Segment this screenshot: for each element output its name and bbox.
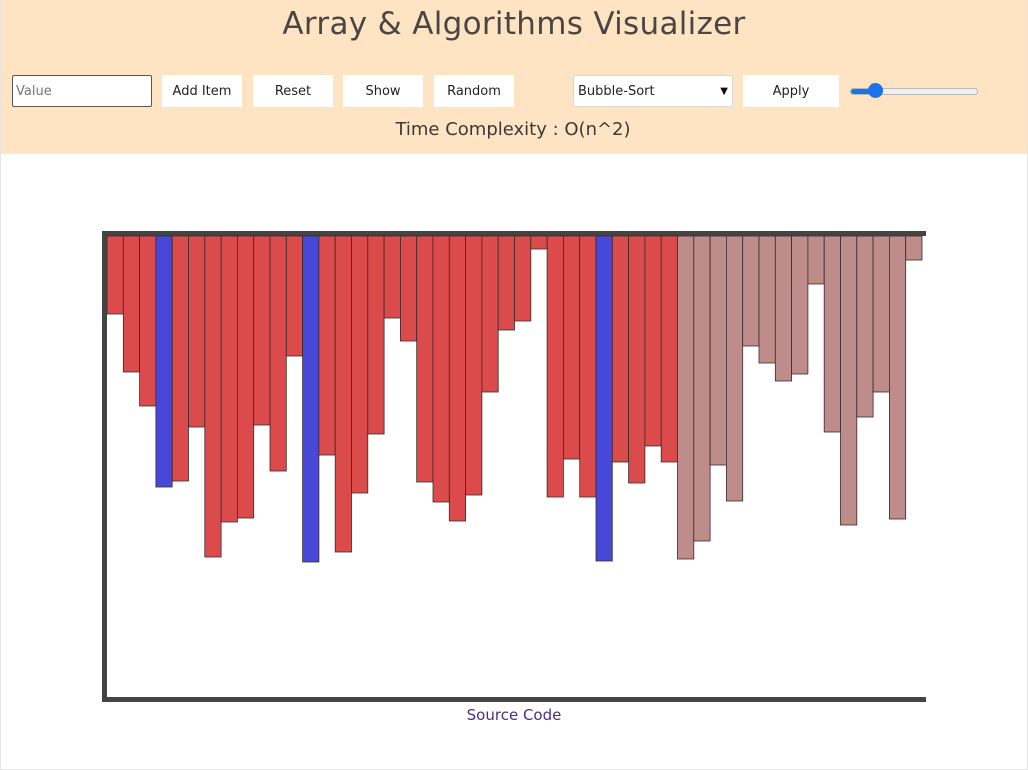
array-bar bbox=[579, 235, 597, 498]
array-bar bbox=[514, 235, 532, 322]
array-bar bbox=[269, 235, 287, 472]
source-code-link[interactable]: Source Code bbox=[466, 706, 562, 724]
array-bar bbox=[367, 235, 385, 435]
array-bar bbox=[139, 235, 157, 407]
reset-button[interactable]: Reset bbox=[253, 75, 333, 107]
array-bar bbox=[465, 235, 483, 496]
time-complexity-label: Time Complexity : O(n^2) bbox=[395, 119, 631, 140]
array-bar bbox=[905, 235, 923, 261]
array-bar bbox=[726, 235, 744, 502]
array-bar bbox=[285, 235, 304, 357]
array-bar bbox=[432, 235, 450, 503]
array-bar bbox=[302, 235, 320, 563]
array-bar bbox=[220, 235, 238, 523]
array-visualization bbox=[102, 231, 926, 702]
array-bar bbox=[351, 235, 369, 494]
array-bar bbox=[758, 235, 776, 364]
array-bar bbox=[595, 235, 613, 562]
array-bar bbox=[856, 235, 874, 418]
array-bar bbox=[611, 235, 629, 463]
array-bar bbox=[677, 235, 695, 560]
value-input[interactable] bbox=[12, 75, 152, 107]
axis-left bbox=[102, 231, 107, 702]
array-bar bbox=[774, 235, 792, 382]
array-bar bbox=[416, 235, 434, 483]
array-bar bbox=[530, 235, 548, 250]
array-bar bbox=[660, 235, 678, 463]
algorithm-select[interactable]: Bubble-Sort ▼ bbox=[573, 75, 733, 107]
array-bar bbox=[399, 235, 418, 342]
array-bar bbox=[823, 235, 841, 433]
array-bar bbox=[383, 235, 401, 319]
page-title: Array & Algorithms Visualizer bbox=[282, 6, 746, 42]
chevron-down-icon: ▼ bbox=[720, 85, 728, 97]
add-item-button[interactable]: Add Item bbox=[162, 75, 242, 107]
array-bar bbox=[562, 235, 581, 460]
speed-slider-thumb[interactable] bbox=[868, 83, 883, 98]
array-bar bbox=[122, 235, 140, 373]
array-bar bbox=[644, 235, 662, 447]
array-bar bbox=[204, 235, 222, 558]
array-bar bbox=[693, 235, 711, 542]
array-bar bbox=[253, 235, 271, 426]
array-bar bbox=[628, 235, 646, 484]
array-bar bbox=[889, 235, 907, 520]
array-bar bbox=[481, 235, 499, 393]
algorithm-select-value: Bubble-Sort bbox=[578, 83, 655, 99]
array-bar bbox=[236, 235, 255, 519]
speed-slider-track[interactable] bbox=[850, 88, 978, 95]
array-bar bbox=[188, 235, 206, 428]
array-bar bbox=[840, 235, 858, 526]
bars-group bbox=[106, 235, 923, 563]
array-bar bbox=[155, 235, 173, 488]
apply-button[interactable]: Apply bbox=[743, 75, 839, 107]
array-bar bbox=[334, 235, 352, 553]
bars-canvas bbox=[102, 231, 926, 702]
array-bar bbox=[171, 235, 189, 482]
array-bar bbox=[709, 235, 727, 466]
array-bar bbox=[872, 235, 890, 393]
axis-top bbox=[102, 231, 926, 236]
array-bar bbox=[546, 235, 564, 498]
axis-bottom bbox=[102, 697, 926, 702]
array-bar bbox=[497, 235, 515, 331]
show-button[interactable]: Show bbox=[343, 75, 423, 107]
array-bar bbox=[742, 235, 760, 347]
array-bar bbox=[807, 235, 825, 285]
array-bar bbox=[791, 235, 809, 375]
array-bar bbox=[318, 235, 336, 456]
array-bar bbox=[448, 235, 466, 522]
array-bar bbox=[106, 235, 124, 315]
speed-slider[interactable] bbox=[850, 83, 978, 99]
speed-slider-fill bbox=[851, 89, 875, 94]
random-button[interactable]: Random bbox=[434, 75, 514, 107]
